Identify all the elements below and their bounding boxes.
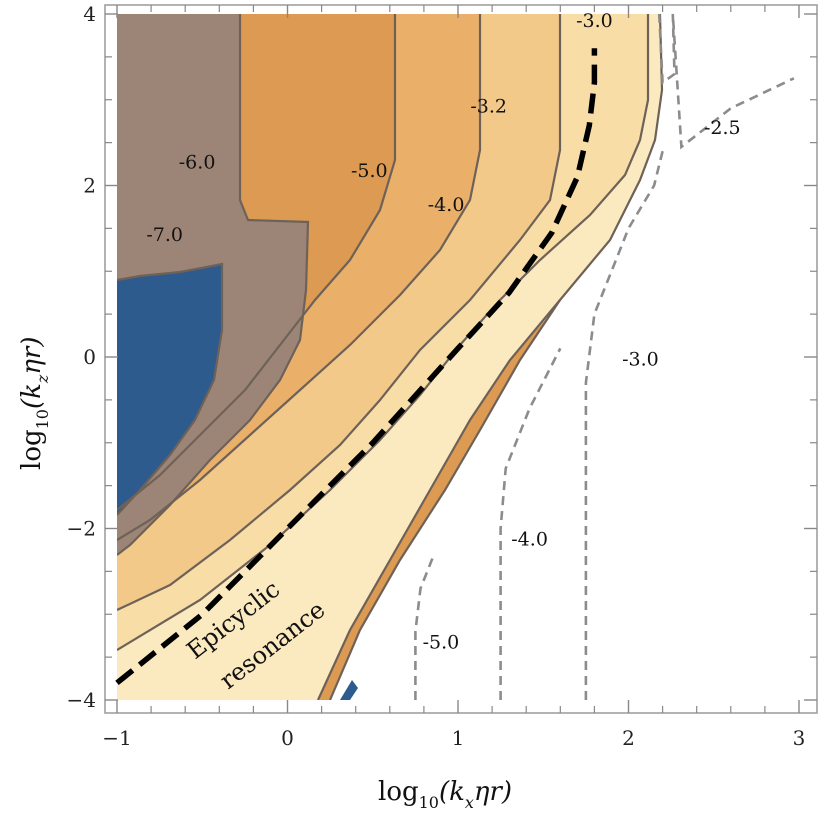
dashed-contours xyxy=(414,13,795,700)
contour-labels: -7.0 -6.0 -5.0 -4.0 -3.2 -3.0 -2.5 -3.0 -4.0 -5.0 xyxy=(146,10,740,654)
y-tick-label: 0 xyxy=(83,345,96,369)
contour-label-2: -5.0 xyxy=(351,160,388,182)
contour-region-blue xyxy=(117,264,222,515)
contour-line xyxy=(117,14,310,556)
contour-region-orange-wedge xyxy=(318,300,560,700)
x-tick-label: 3 xyxy=(793,726,806,750)
x-tick-label: 1 xyxy=(452,726,465,750)
resonance-line xyxy=(115,48,598,686)
dashed-contour-1 xyxy=(499,347,562,700)
contour-label-0: -7.0 xyxy=(146,224,183,246)
contour-label-7: -3.0 xyxy=(622,349,659,371)
contour-line xyxy=(117,14,397,511)
contour-region-blue-corner xyxy=(340,680,358,700)
contour-label-8: -4.0 xyxy=(511,529,548,551)
contour-line xyxy=(328,299,561,700)
contour-label-9: -5.0 xyxy=(423,632,460,654)
y-axis-label: log10(kzηr) xyxy=(17,337,52,470)
contour-line xyxy=(117,14,482,541)
y-tick-label: −2 xyxy=(67,517,96,541)
x-tick-label: −1 xyxy=(102,726,131,750)
contour-label-3: -4.0 xyxy=(428,194,465,216)
contour-line xyxy=(117,14,562,611)
x-axis-label: log10(kxηr) xyxy=(378,777,512,812)
y-tick-label: 2 xyxy=(83,174,96,198)
x-tick-label: 0 xyxy=(281,726,294,750)
filled-contours xyxy=(117,14,664,700)
contour-label-1: -6.0 xyxy=(179,151,216,173)
contour-label-4: -3.2 xyxy=(470,96,507,118)
axis-ticks: −1 0 1 2 3 −4 −2 0 2 4 xyxy=(67,2,817,750)
y-tick-label: 4 xyxy=(83,2,96,26)
dashed-contour-2 xyxy=(584,150,664,700)
contour-line xyxy=(117,262,224,516)
contour-label-6: -2.5 xyxy=(704,117,741,139)
dashed-contour-0 xyxy=(414,553,436,700)
x-tick-label: 2 xyxy=(622,726,635,750)
y-tick-label: −4 xyxy=(67,688,96,712)
contour-label-5: -3.0 xyxy=(576,10,613,32)
epicyclic-resonance xyxy=(115,48,598,686)
contour-line xyxy=(316,14,664,700)
dashed-contour-3 xyxy=(657,13,795,150)
